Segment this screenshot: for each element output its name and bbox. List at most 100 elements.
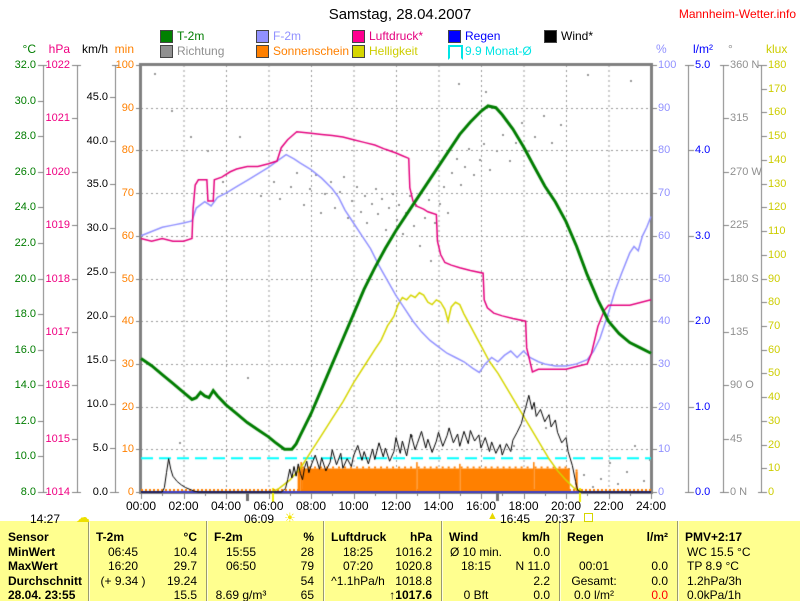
table-divider <box>441 521 442 601</box>
table-cell-value: 0.0 <box>651 573 668 588</box>
x-axis-tick-label: 02:00 <box>168 499 199 513</box>
axis-tick-min: 50 <box>121 272 134 285</box>
legend-swatch-luftdruck--icon <box>352 30 365 43</box>
axis-tick-klux: 110 <box>768 225 786 238</box>
peak-time-label: 16:45 <box>500 512 531 526</box>
axis-tick-klux: 60 <box>768 343 781 356</box>
axis-title-lm2: l/m² <box>693 42 713 56</box>
table-cell-value: 54 <box>300 573 314 588</box>
axis-title-pct: % <box>656 42 667 56</box>
legend-swatch-t-2m-icon <box>160 30 173 43</box>
axis-tick-pct: 0 <box>658 486 665 498</box>
axis-tick-hpa: 1020 <box>45 165 70 178</box>
axis-tick-temp: 22.0 <box>14 236 36 249</box>
axis-tick-min: 30 <box>121 357 134 370</box>
table-cell-value: 19.24 <box>166 573 197 588</box>
table-row-label: Durchschnitt <box>8 573 83 588</box>
axis-tick-klux: 160 <box>768 106 787 119</box>
axis-tick-temp: 8.0 <box>20 486 36 498</box>
axis-tick-kmh: 20.0 <box>86 310 108 323</box>
table-header: F-2m <box>214 530 243 544</box>
table-cell-value: 28 <box>300 544 314 559</box>
axis-tick-klux: 70 <box>768 319 781 332</box>
table-divider-highlight <box>324 521 325 601</box>
moon-time-label: 14:27 <box>30 512 61 526</box>
axis-tick-temp: 28.0 <box>14 130 36 143</box>
table-cell-time: 16:20 <box>107 559 139 573</box>
table-cell-time: 8.69 g/m³ <box>215 588 267 601</box>
legend-item: Regen <box>465 29 501 43</box>
table-cell-value: N 11.0 <box>515 559 550 573</box>
legend-item: F-2m <box>273 29 301 43</box>
axis-title-kmh: km/h <box>81 42 108 56</box>
axis-tick-kmh: 30.0 <box>86 222 108 235</box>
table-header-sensor: Sensor <box>8 530 49 544</box>
axis-tick-klux: 40 <box>768 391 781 404</box>
legend-swatch-sonnenschein-icon <box>256 45 269 58</box>
legend-item: 9.9 Monat-Ø <box>465 44 532 58</box>
axis-tick-klux: 30 <box>768 414 781 427</box>
x-axis-tick-label: 06:00 <box>253 499 284 513</box>
legend-item: Richtung <box>177 44 225 58</box>
table-header-unit: % <box>303 530 314 544</box>
x-axis-tick-label: 22:00 <box>593 499 624 513</box>
axis-tick-min: 40 <box>121 315 134 328</box>
table-header: Regen <box>567 530 604 544</box>
sun-icon: ☀ <box>284 510 296 525</box>
table-cell-value: ↑1017.6 <box>389 588 432 601</box>
axis-tick-min: 100 <box>115 59 134 71</box>
axis-tick-min: 60 <box>121 229 134 242</box>
axis-tick-klux: 180 <box>768 59 787 71</box>
axis-tick-hpa: 1019 <box>45 219 70 232</box>
axis-tick-temp: 16.0 <box>14 343 36 356</box>
axis-tick-kmh: 5.0 <box>92 442 108 455</box>
axis-tick-klux: 20 <box>768 438 781 451</box>
table-divider-highlight <box>560 521 561 601</box>
table-divider <box>559 521 560 601</box>
axis-tick-min: 0 <box>127 486 134 498</box>
axis-tick-klux: 130 <box>768 177 787 190</box>
table-cell-pmv: 0.0kPa/1h <box>687 588 742 601</box>
page-title: Samstag, 28.04.2007 <box>328 6 472 23</box>
x-axis-tick-label: 14:00 <box>423 499 454 513</box>
axis-tick-min: 10 <box>121 443 134 456</box>
axis-tick-deg: 225 <box>730 219 749 232</box>
table-cell-value: 65 <box>300 588 314 601</box>
table-cell-pmv: 1.2hPa/3h <box>687 573 742 588</box>
x-axis-tick-label: 24:00 <box>635 499 667 513</box>
axis-tick-hpa: 1017 <box>45 325 70 338</box>
legend-swatch-f-2m-icon <box>256 30 269 43</box>
axis-tick-deg: 270 W <box>730 165 762 178</box>
x-axis-tick-label: 00:00 <box>125 499 157 513</box>
x-axis-tick-label: 20:00 <box>550 499 582 513</box>
axis-tick-deg: 315 <box>730 112 749 125</box>
axis-tick-pct: 10 <box>658 443 671 456</box>
sunrise-time-label: 06:09 <box>244 512 275 526</box>
axis-tick-temp: 32.0 <box>14 59 36 71</box>
axis-title-klux: klux <box>766 42 788 56</box>
axis-tick-pct: 90 <box>658 101 671 114</box>
axis-tick-hpa: 1018 <box>45 272 70 285</box>
axis-tick-klux: 10 <box>768 462 781 475</box>
x-axis-tick-label: 12:00 <box>380 499 412 513</box>
x-axis-tick-label: 18:00 <box>508 499 539 513</box>
axis-tick-deg: 180 S <box>730 272 759 285</box>
brand-link[interactable]: Mannheim-Wetter.info <box>678 7 796 21</box>
axis-tick-min: 80 <box>121 144 134 157</box>
axis-tick-kmh: 35.0 <box>86 178 108 191</box>
axis-tick-min: 70 <box>121 187 134 200</box>
table-header-unit: l/m² <box>646 530 668 544</box>
axis-tick-pct: 70 <box>658 187 671 200</box>
table-divider-highlight <box>89 521 90 601</box>
table-divider-highlight <box>207 521 208 601</box>
axis-tick-klux: 50 <box>768 367 781 380</box>
axis-tick-klux: 170 <box>768 82 787 95</box>
table-cell-value: 0.0 <box>533 544 550 559</box>
axis-tick-klux: 120 <box>768 201 787 214</box>
axis-tick-hpa: 1016 <box>45 379 70 392</box>
axis-tick-temp: 12.0 <box>14 414 36 427</box>
axis-tick-kmh: 10.0 <box>86 398 108 411</box>
axis-tick-pct: 20 <box>658 400 671 413</box>
table-divider <box>206 521 207 601</box>
